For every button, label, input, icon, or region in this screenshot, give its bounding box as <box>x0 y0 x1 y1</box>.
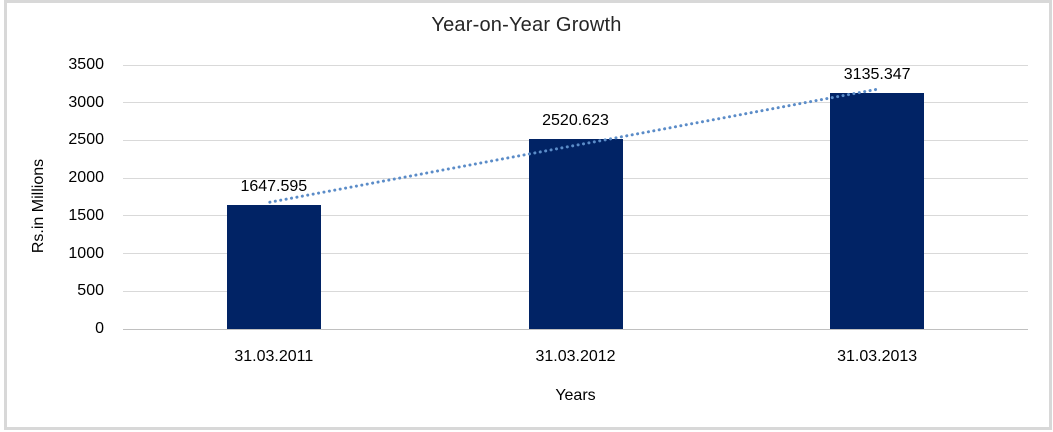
gridline-3500 <box>123 64 1028 66</box>
x-tick-label-31.03.2012: 31.03.2012 <box>535 348 616 365</box>
y-tick-label: 3000 <box>68 93 104 111</box>
y-tick-label: 2000 <box>68 169 104 187</box>
gridline-0 <box>123 328 1028 330</box>
y-tick-label: 1000 <box>68 244 104 262</box>
bar-31.03.2013 <box>830 92 925 329</box>
y-tick-label: 2500 <box>68 131 104 149</box>
y-tick-label: 0 <box>95 320 104 337</box>
y-tick-label: 1500 <box>68 206 104 224</box>
x-axis-title: Years <box>555 387 596 404</box>
x-tick-label-31.03.2011: 31.03.2011 <box>234 348 314 365</box>
data-label-31.03.2013: 3135.347 <box>843 65 911 83</box>
bar-31.03.2012 <box>528 138 623 329</box>
x-tick-label-31.03.2013: 31.03.2013 <box>837 348 918 365</box>
data-label-31.03.2012: 2520.623 <box>542 111 609 129</box>
bar-31.03.2011 <box>226 204 321 329</box>
data-label-31.03.2011: 1647.595 <box>240 177 308 195</box>
chart-title: Year-on-Year Growth <box>431 14 622 36</box>
y-tick-label: 500 <box>77 282 104 300</box>
y-tick-label: 3500 <box>68 56 104 73</box>
